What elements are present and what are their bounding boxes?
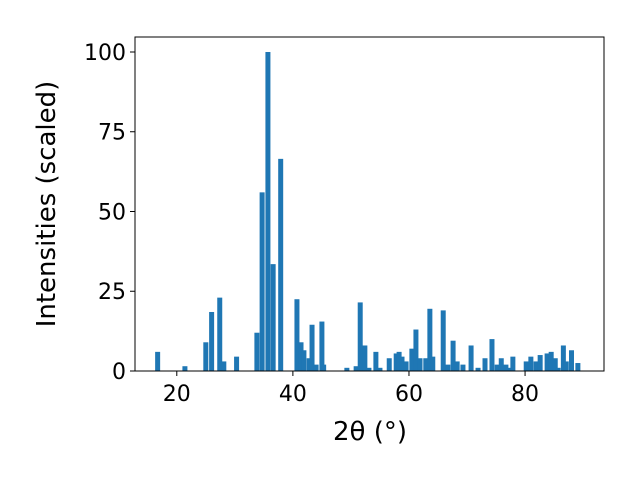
y-axis-label: Intensities (scaled) [32,81,62,328]
bar [344,367,350,371]
bar [399,356,405,371]
bar [265,51,271,371]
bar [494,364,500,371]
x-tick-label: 60 [395,382,423,407]
bar [533,361,539,371]
bar [555,367,561,371]
y-tick-label: 50 [98,200,126,225]
bar [254,332,260,371]
bar [430,356,436,371]
plot-frame [134,36,605,372]
bar [373,351,379,371]
x-tick-label: 20 [163,382,191,407]
bar [544,353,550,371]
bar [563,361,569,371]
bar [503,364,509,371]
bar [278,158,284,371]
bar [468,345,474,371]
x-tick-label: 40 [279,382,307,407]
y-tick-label: 25 [98,280,126,305]
bar [182,366,188,371]
bar [294,299,300,371]
bar [454,361,460,371]
bar [548,351,554,371]
y-tick-label: 75 [98,121,126,146]
bar [489,339,495,371]
bar [460,364,466,371]
bar [560,345,566,371]
bar [568,350,574,371]
bar [423,358,429,371]
bar [321,364,327,371]
bar [507,367,513,371]
bar [155,351,161,371]
bar [366,367,372,371]
bar [498,358,504,371]
bar [482,358,488,371]
x-axis-label: 2θ (°) [333,417,407,447]
bar [450,340,456,371]
bar [393,353,399,371]
bar [298,342,304,371]
bar [440,310,446,371]
bar [409,348,415,371]
bar [510,356,516,371]
bar [319,321,325,371]
x-tick-label: 80 [511,382,539,407]
bar [575,363,581,371]
bar [528,356,534,371]
bar [259,192,265,371]
bar [523,361,529,371]
bar [221,361,227,371]
bar [357,302,363,371]
bar [306,358,312,371]
bar [396,351,402,371]
bar [209,311,215,371]
bar [234,356,240,371]
bar [270,264,276,371]
bar [427,308,433,371]
bar [552,358,558,371]
bar [475,367,481,371]
y-tick-label: 0 [112,360,126,385]
bar [377,367,383,371]
bar [537,355,543,371]
bar [353,366,359,371]
bar [313,364,319,371]
bar [445,364,451,371]
bar [217,297,223,371]
bar [362,345,368,371]
bar [309,324,315,371]
bar [403,361,409,371]
bar [413,329,419,371]
bar [301,350,307,371]
bar [203,342,209,371]
bar [386,358,392,371]
bar [417,358,423,371]
y-tick-label: 100 [84,41,126,66]
